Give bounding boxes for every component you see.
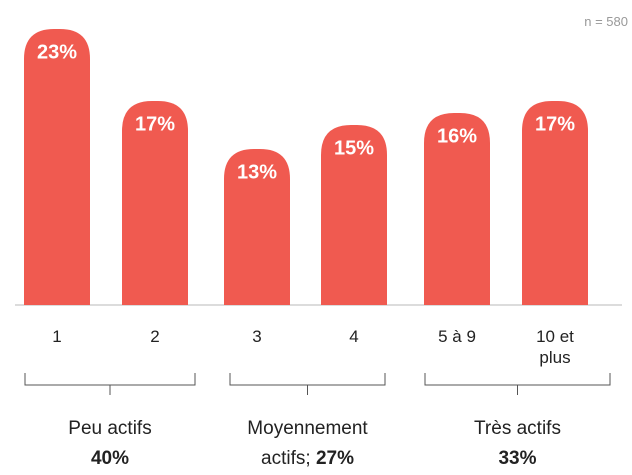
x-tick-label: 2 bbox=[150, 327, 160, 346]
group-value: 33% bbox=[498, 448, 537, 469]
group-name: Très actifs bbox=[474, 418, 561, 439]
group-bracket bbox=[229, 373, 386, 395]
bar bbox=[122, 101, 188, 305]
group-label: Peu actifs 40% bbox=[50, 414, 170, 474]
x-tick-label: 1 bbox=[52, 327, 62, 346]
value-label: 23% bbox=[37, 41, 77, 63]
group-value: 27% bbox=[315, 448, 354, 469]
x-tick-label: 3 bbox=[252, 327, 262, 346]
x-tick-label: 5 à 9 bbox=[438, 327, 476, 346]
value-label: 17% bbox=[135, 113, 175, 135]
group-name: Moyennement actifs; bbox=[247, 418, 368, 469]
x-tick-label: 10 et plus bbox=[536, 327, 574, 367]
group-bracket bbox=[24, 373, 196, 395]
sample-size-note: n = 580 bbox=[584, 14, 628, 29]
group-label: Moyennement actifs; 27% bbox=[223, 414, 393, 474]
value-label: 16% bbox=[437, 125, 477, 147]
group-bracket bbox=[424, 373, 611, 395]
group-label: Très actifs 33% bbox=[458, 414, 578, 474]
value-label: 13% bbox=[237, 161, 277, 183]
value-label: 17% bbox=[535, 113, 575, 135]
group-value: 40% bbox=[90, 448, 130, 469]
bar bbox=[224, 149, 290, 305]
bar bbox=[522, 101, 588, 305]
bar bbox=[321, 125, 387, 305]
bar bbox=[424, 113, 490, 305]
bar bbox=[24, 29, 90, 305]
value-label: 15% bbox=[334, 137, 374, 159]
x-tick-label: 4 bbox=[349, 327, 359, 346]
group-name: Peu actifs bbox=[68, 418, 152, 439]
